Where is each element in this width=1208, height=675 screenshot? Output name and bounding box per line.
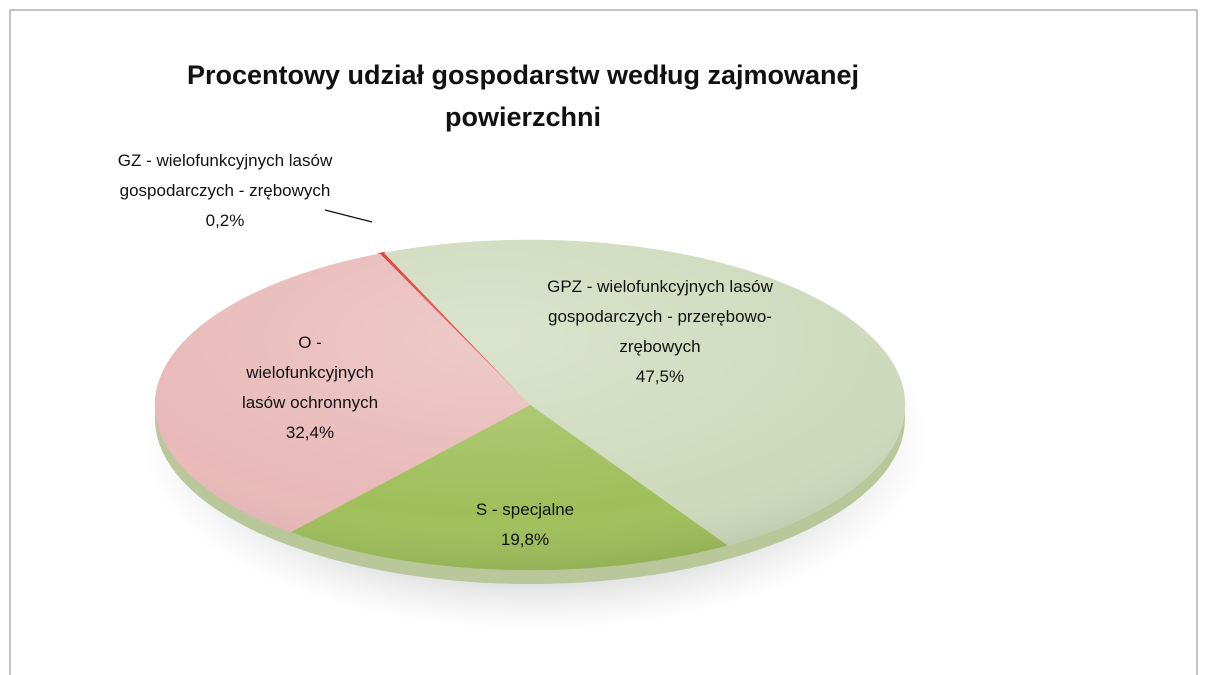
category-label: O -wielofunkcyjnych lasów ochronnych xyxy=(242,333,378,412)
category-label: S - specjalne xyxy=(476,500,574,519)
category-label: GZ - wielofunkcyjnych lasów gospodarczych… xyxy=(118,151,333,200)
value-label: 0,2% xyxy=(206,211,245,230)
category-label: GPZ - wielofunkcyjnych lasów gospodarczyc… xyxy=(547,277,774,356)
value-label: 32,4% xyxy=(286,423,334,442)
chart-title: Procentowy udział gospodarstw według zaj… xyxy=(187,60,859,132)
pie-highlight xyxy=(155,240,905,570)
value-label: 19,8% xyxy=(501,530,549,549)
leader-line xyxy=(324,209,373,223)
value-label: 47,5% xyxy=(636,367,684,386)
